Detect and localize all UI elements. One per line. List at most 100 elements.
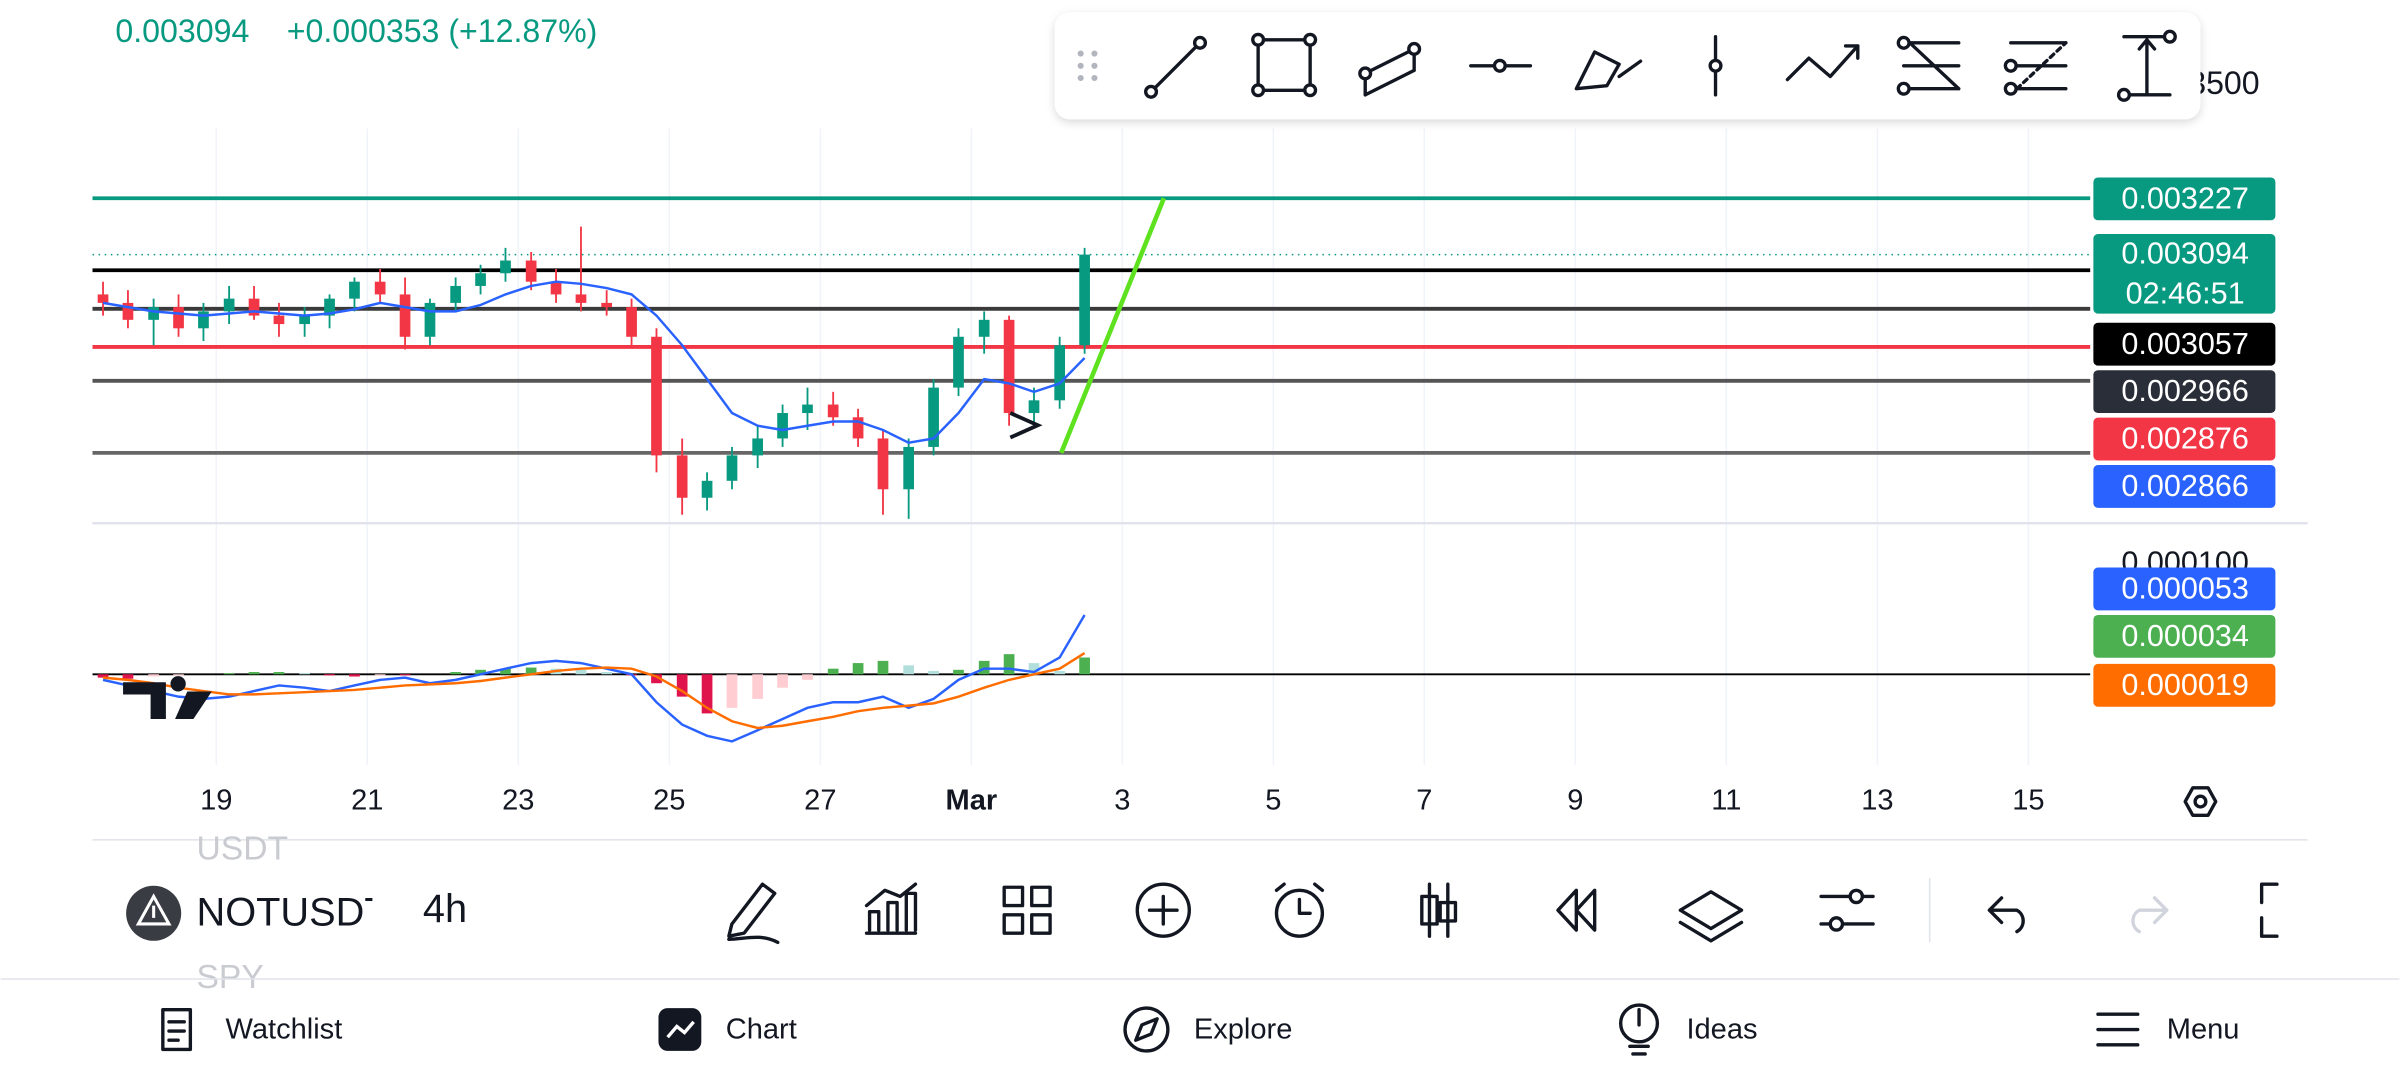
candle-body [500,260,511,274]
tool-channel[interactable] [1358,41,1422,97]
price-pane [92,196,2091,519]
nav-ideas[interactable]: Ideas [1618,1003,1758,1056]
histogram-bar [726,674,738,708]
nav-chart[interactable]: Chart [658,1008,797,1051]
tool-add[interactable] [1135,882,1191,938]
tool-fib-extension[interactable] [2003,41,2068,96]
nav-icon-glyph [666,1020,695,1039]
histogram-bar [877,660,889,675]
tool-replay[interactable] [1556,888,1597,932]
tool-indicators[interactable] [864,882,918,935]
tool-fib[interactable] [1896,35,1961,96]
price-tag [2093,370,2276,414]
histogram-bar [173,674,184,676]
x-tick-label: 5 [1265,784,1281,816]
price-tag-label: 0.003227 [2121,181,2249,215]
symbol-below: SPY [196,959,263,996]
candle-body [475,273,486,286]
histogram-bar [450,672,461,675]
trend-line [1059,197,1167,454]
x-tick-label: 13 [1861,784,1893,816]
nav-icon [2096,1012,2140,1047]
candle-body [777,413,788,439]
candle-body [248,298,260,316]
histogram-bar [852,663,864,675]
price-tag [2093,465,2276,508]
tool-settings-knob [1848,888,1865,905]
x-tick-label: 25 [653,784,685,816]
price-tag [2093,417,2276,461]
tool-draw[interactable] [727,882,780,945]
tool-path[interactable] [1785,44,1860,82]
moving-average [102,280,1086,444]
price-tag [2093,567,2276,611]
histogram-bar [500,668,511,675]
nav-menu[interactable]: Menu [2096,1012,2240,1047]
candle-body [299,315,310,325]
histogram-bar [273,672,285,675]
last-price: 0.003094 [115,13,249,49]
nav-icon-glyph [1134,1017,1159,1042]
tool-fullscreen[interactable] [2259,882,2279,938]
tool-measure[interactable] [2116,29,2177,102]
candle-body [928,387,939,447]
candle-body [978,319,990,337]
tool-undo[interactable] [1987,896,2025,934]
tool-trend-line[interactable] [1144,35,1208,99]
histogram-bar [701,674,713,714]
histogram-bar [475,669,486,675]
candle-body [575,294,587,303]
candle-body [1003,319,1015,414]
nav-label: Watchlist [226,1014,343,1046]
symbol-glyph [135,893,172,926]
histogram-bar [223,673,235,675]
candle-body [676,455,688,498]
price-change: +0.000353 (+12.87%) [287,13,598,49]
x-tick-label: 23 [502,784,534,816]
histogram-bar [299,673,310,675]
histogram-bar [827,668,839,675]
x-tick-label: 9 [1567,784,1583,816]
tool-layout[interactable] [1002,885,1052,935]
x-tick-label: 19 [200,784,232,816]
x-axis: 19 21 23 25 27 Mar 3 5 7 9 11 13 15 [200,784,2044,816]
tool-rectangle[interactable] [1251,32,1318,98]
candle-body [953,336,964,388]
x-tick-label: Mar [946,784,998,816]
bottom-tools [727,882,2279,945]
candle-body [273,315,285,325]
candle-body [550,281,562,295]
candle-body [701,480,713,498]
tool-vertical-line[interactable] [1708,35,1723,97]
candle-body [424,302,436,337]
x-tick-label: 3 [1114,784,1130,816]
tool-horizontal-ray[interactable] [1469,58,1533,73]
tool-layers[interactable] [1678,890,1744,943]
tool-alert[interactable] [1274,882,1325,938]
interval[interactable]: 4h [423,887,467,931]
price-tag [2093,663,2276,707]
tool-redo[interactable] [2131,896,2169,934]
histogram-bar [777,674,788,688]
nav-explore[interactable]: Explore [1123,1006,1292,1053]
tool-brush[interactable] [1574,50,1643,91]
candle-body [97,294,109,303]
settings-button[interactable] [2183,786,2218,818]
nav-watchlist[interactable]: Watchlist [161,1007,343,1052]
price-tag-label: 0.002876 [2121,422,2249,456]
nav-bar: Watchlist Chart Explore Ideas Menu [161,1003,2240,1056]
candle-body [198,311,209,329]
candle-body [349,281,360,299]
settings-icon [2183,786,2218,818]
macd-pane [92,614,2091,743]
tool-chart-type[interactable] [1420,882,1458,938]
symbol-button[interactable]: NOTUSDT [126,885,389,941]
candle-body [1054,345,1066,401]
candle-body [601,302,613,308]
symbol-above: USDT [196,830,288,867]
candle-body [651,336,662,456]
price-tag-label: 0.000034 [2121,619,2249,653]
price-tag-label: 0.003094 [2121,237,2249,271]
candle-body [827,404,839,418]
